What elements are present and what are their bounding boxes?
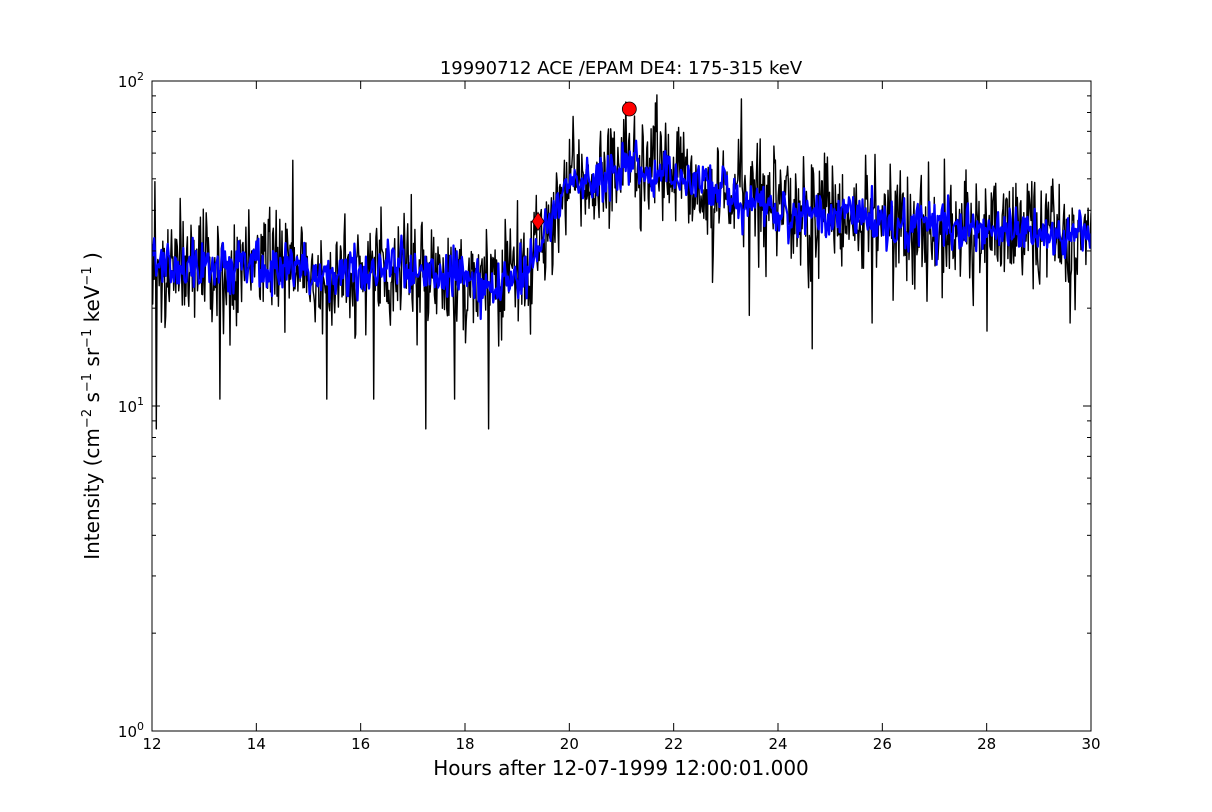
- y-tick-label-exponent: 0: [137, 720, 144, 733]
- y-axis-label-suffix: ): [80, 252, 104, 266]
- y-axis-label-mid1: s: [80, 392, 104, 409]
- x-tick-label: 14: [247, 735, 266, 753]
- event-marker-circle: [621, 101, 637, 117]
- series-line-smoothed: [152, 139, 1091, 321]
- x-tick-label: 12: [142, 735, 161, 753]
- y-tick-label-exponent: 2: [137, 70, 144, 83]
- y-tick-label-base: 10: [118, 723, 137, 741]
- x-axis-label: Hours after 12-07-1999 12:00:01.000: [433, 756, 809, 780]
- y-axis-label-sup4: −1: [80, 266, 95, 285]
- x-tick-label: 24: [768, 735, 787, 753]
- y-axis-label-sup2: −1: [80, 373, 95, 392]
- marker-layer: [531, 101, 637, 232]
- y-tick-label: 102: [118, 70, 144, 91]
- x-tick-label: 28: [977, 735, 996, 753]
- y-axis-label-prefix: Intensity (cm: [80, 428, 104, 560]
- y-tick-label: 100: [118, 720, 144, 741]
- x-tick-label: 18: [455, 735, 474, 753]
- event-marker-diamond: [531, 211, 545, 232]
- y-tick-label-exponent: 1: [137, 395, 144, 408]
- x-tick-label: 26: [873, 735, 892, 753]
- y-axis-label-sup1: −2: [80, 409, 95, 428]
- y-axis-label-mid2: sr: [80, 347, 104, 373]
- x-tick-label: 22: [664, 735, 683, 753]
- y-tick-label: 101: [118, 395, 144, 416]
- y-tick-label-base: 10: [118, 398, 137, 416]
- series-layer: [152, 94, 1091, 430]
- y-axis-label: Intensity (cm−2 s−1 sr−1 keV−1 ): [80, 252, 104, 560]
- y-tick-label-base: 10: [118, 73, 137, 91]
- chart-title: 19990712 ACE /EPAM DE4: 175-315 keV: [440, 58, 803, 79]
- x-tick-label: 20: [560, 735, 579, 753]
- x-tick-label: 30: [1081, 735, 1100, 753]
- y-axis-label-mid3: keV: [80, 285, 104, 329]
- y-axis-label-sup3: −1: [80, 329, 95, 348]
- x-tick-label: 16: [351, 735, 370, 753]
